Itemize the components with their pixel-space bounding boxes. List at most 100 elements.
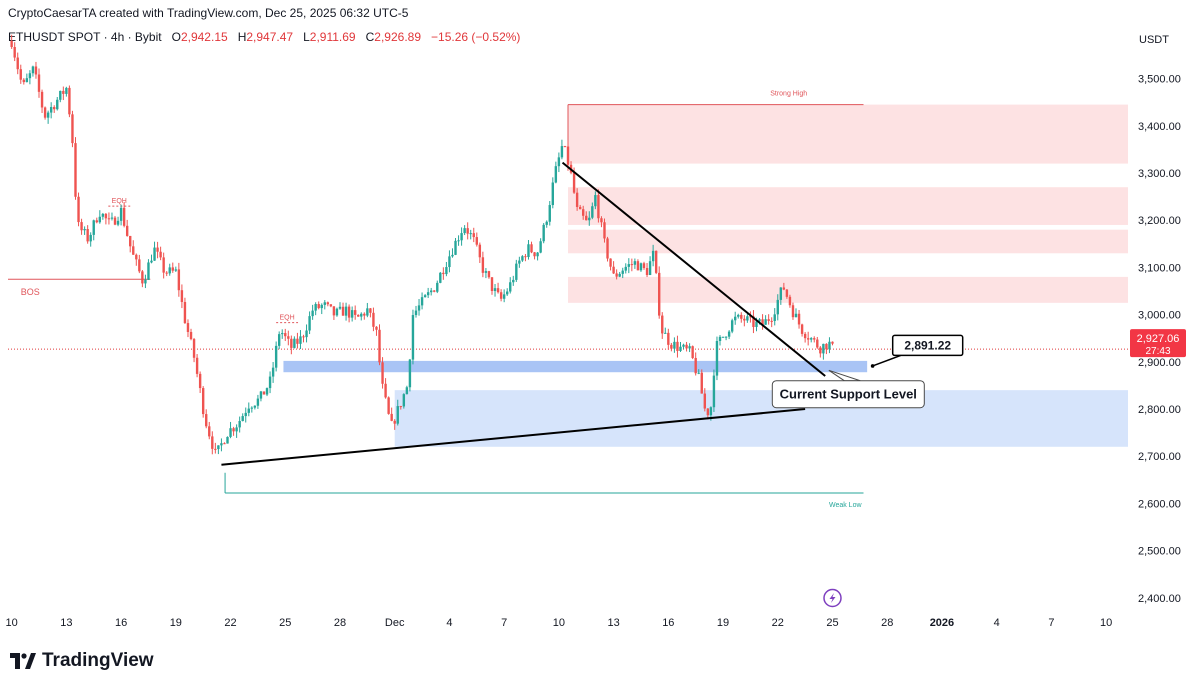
candle-body <box>192 339 196 358</box>
candle-body <box>664 332 667 334</box>
x-tick-label: 16 <box>662 617 674 629</box>
tradingview-logo[interactable]: TradingView <box>10 650 154 672</box>
candle-body <box>299 336 302 344</box>
x-tick-label: 10 <box>1100 617 1112 629</box>
candle-body <box>436 282 439 292</box>
candles-layer <box>10 34 834 455</box>
candle-body <box>220 443 223 446</box>
annotations-layer: 2,891.22 Current Support Level <box>771 334 964 608</box>
candle-body <box>317 304 320 309</box>
candle-body <box>505 291 509 295</box>
candle-body <box>308 316 311 331</box>
candle-body <box>40 91 44 108</box>
y-tick-label: 3,500.00 <box>1138 74 1181 86</box>
tv-logo-icon <box>10 653 36 669</box>
eqh-label: EQH <box>280 315 295 322</box>
candle-body <box>62 90 65 94</box>
candle-body <box>439 272 442 283</box>
candle-body <box>612 266 615 274</box>
y-tick-label: 3,200.00 <box>1138 215 1181 227</box>
candle-body <box>588 217 591 221</box>
candle-body <box>122 207 126 226</box>
candle-body <box>92 220 95 235</box>
x-tick-label: 13 <box>60 617 72 629</box>
candle-body <box>129 235 132 247</box>
symbol-info[interactable]: ETHUSDT SPOT · 4h · Bybit <box>8 30 162 44</box>
candle-body <box>712 375 716 408</box>
candle-body <box>770 320 773 322</box>
candle-body <box>402 394 406 407</box>
candle-body <box>214 448 217 450</box>
candle-body <box>542 224 545 242</box>
candle-body <box>509 282 512 292</box>
candle-body <box>95 220 98 223</box>
candle-body <box>478 244 482 258</box>
candle-body <box>718 336 722 342</box>
x-tick-label: 28 <box>881 617 893 629</box>
candle-body <box>730 320 734 332</box>
candle-body <box>630 264 634 266</box>
candle-body <box>396 406 399 424</box>
candle-body <box>31 66 35 74</box>
candle-body <box>320 304 323 309</box>
candle-body <box>585 215 588 221</box>
candle-body <box>746 316 749 321</box>
x-tick-label: 10 <box>553 617 565 629</box>
candle-body <box>685 344 688 349</box>
currency-label: USDT <box>1139 34 1169 46</box>
candle-body <box>408 359 412 388</box>
bos-label: BOS <box>21 287 40 297</box>
candle-body <box>785 289 789 297</box>
candle-body <box>171 267 174 271</box>
candle-body <box>810 338 813 340</box>
high-label: H <box>237 30 247 44</box>
candle-body <box>609 258 612 267</box>
candle-body <box>186 323 190 332</box>
candle-body <box>481 257 485 273</box>
current-price-tag <box>1130 329 1186 358</box>
candle-body <box>296 338 299 344</box>
weak-low-label: Weak Low <box>829 502 862 509</box>
callout-price: 2,891.22 <box>904 338 951 352</box>
x-tick-label: 10 <box>6 617 18 629</box>
candle-body <box>740 314 743 319</box>
candle-body <box>71 114 74 144</box>
candle-body <box>496 288 500 293</box>
candle-body <box>536 252 539 257</box>
tradingview-brand: TradingView <box>42 650 154 671</box>
candle-body <box>125 225 129 236</box>
candle-body <box>734 316 737 321</box>
candle-body <box>405 387 409 395</box>
candle-body <box>384 383 387 398</box>
candle-body <box>259 391 263 399</box>
candle-body <box>116 220 120 225</box>
candle-body <box>287 336 290 339</box>
open-label: O <box>171 30 181 44</box>
candle-body <box>423 295 427 298</box>
candle-body <box>360 313 363 317</box>
candle-body <box>414 310 418 316</box>
y-tick-label: 3,100.00 <box>1138 262 1181 274</box>
candle-body <box>165 272 168 274</box>
candle-body <box>451 254 454 257</box>
candle-body <box>524 256 527 258</box>
candle-body <box>618 273 621 277</box>
candle-body <box>302 336 305 338</box>
x-tick-label: 25 <box>826 617 838 629</box>
candle-body <box>399 406 402 408</box>
lightning-glyph <box>829 593 836 603</box>
candle-body <box>268 376 272 389</box>
candle-body <box>113 217 117 225</box>
candle-body <box>521 256 524 261</box>
candle-body <box>274 345 278 368</box>
candle-body <box>800 324 804 334</box>
candle-body <box>229 428 232 437</box>
candle-body <box>627 264 631 267</box>
x-tick-label: 19 <box>717 617 729 629</box>
candle-body <box>651 250 655 262</box>
change-value: −15.26 (−0.52%) <box>431 30 521 44</box>
candle-body <box>633 261 637 265</box>
candle-body <box>502 294 506 299</box>
candle-body <box>198 373 202 389</box>
